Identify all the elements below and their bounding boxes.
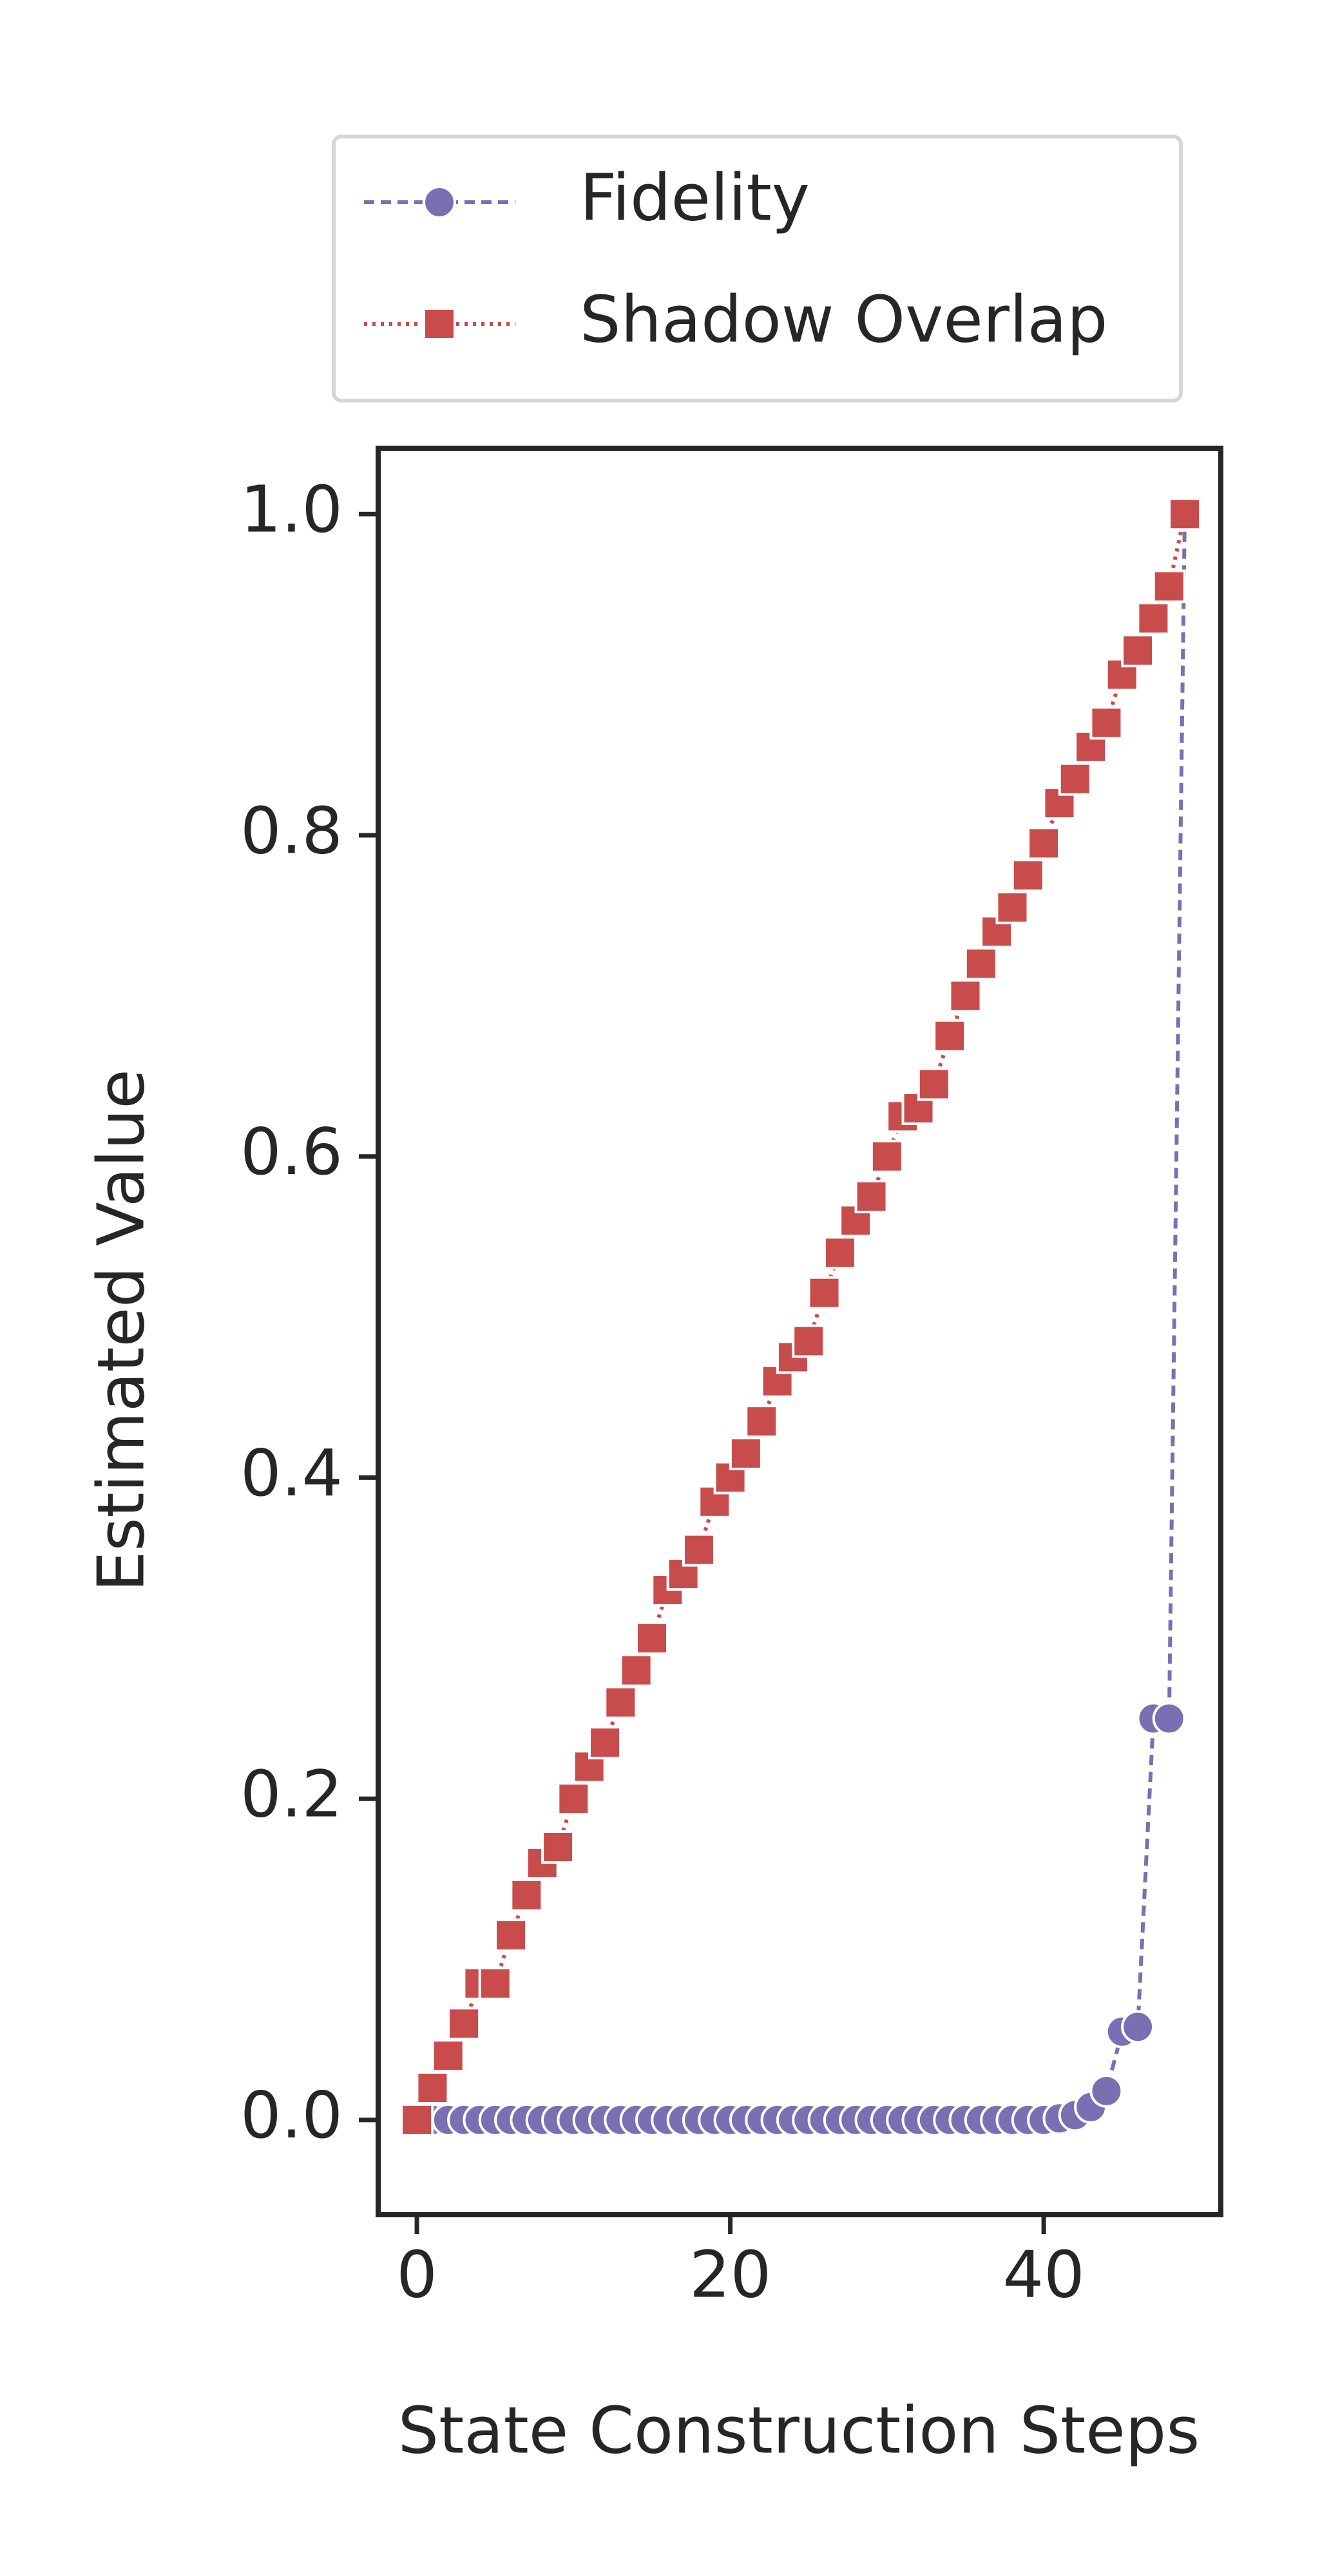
legend-label: Fidelity — [580, 160, 810, 235]
point — [431, 2039, 465, 2073]
y-tick-label: 0.6 — [240, 1114, 343, 1189]
point — [995, 891, 1029, 925]
y-axis-label: Estimated Value — [83, 1069, 158, 1592]
point — [1089, 2074, 1124, 2108]
point — [1089, 706, 1124, 740]
point — [635, 1621, 669, 1655]
y-tick-label: 0.0 — [240, 2078, 343, 2153]
legend-box — [332, 135, 1183, 402]
point — [792, 1324, 826, 1358]
point — [1058, 762, 1092, 796]
point — [682, 1533, 716, 1567]
x-tick-label: 0 — [396, 2237, 437, 2312]
point — [400, 2103, 434, 2137]
point — [823, 1236, 857, 1270]
point — [1152, 569, 1186, 603]
point — [854, 1180, 888, 1214]
x-axis-label: State Construction Steps — [398, 2392, 1200, 2468]
point — [447, 2007, 481, 2041]
point — [1011, 858, 1045, 893]
y-tick-label: 1.0 — [240, 472, 343, 547]
point — [807, 1276, 841, 1310]
point — [1136, 601, 1171, 636]
y-tick-label: 0.8 — [240, 793, 343, 868]
point — [1027, 826, 1061, 860]
point — [948, 979, 982, 1013]
point — [1152, 1701, 1186, 1736]
point — [416, 2071, 450, 2105]
point — [1121, 2010, 1155, 2044]
legend-marker — [423, 307, 456, 341]
point — [510, 1878, 544, 1912]
point — [604, 1685, 638, 1719]
point — [745, 1405, 779, 1439]
point — [494, 1918, 528, 1953]
point — [557, 1782, 591, 1816]
y-tick-label: 0.4 — [240, 1435, 343, 1511]
point — [870, 1139, 904, 1173]
point — [1168, 497, 1202, 531]
point — [729, 1437, 763, 1471]
x-tick-label: 20 — [689, 2237, 771, 2312]
point — [478, 1966, 512, 2000]
point — [541, 1830, 575, 1864]
legend-marker — [423, 185, 456, 219]
point — [933, 1019, 967, 1053]
point — [588, 1725, 622, 1759]
point — [1121, 634, 1155, 668]
x-tick-label: 40 — [1002, 2237, 1084, 2312]
point — [964, 947, 998, 981]
point — [917, 1067, 951, 1101]
point — [619, 1653, 653, 1687]
plot-frame — [376, 446, 1223, 2217]
legend-label: Shadow Overlap — [580, 281, 1107, 357]
y-tick-label: 0.2 — [240, 1756, 343, 1832]
